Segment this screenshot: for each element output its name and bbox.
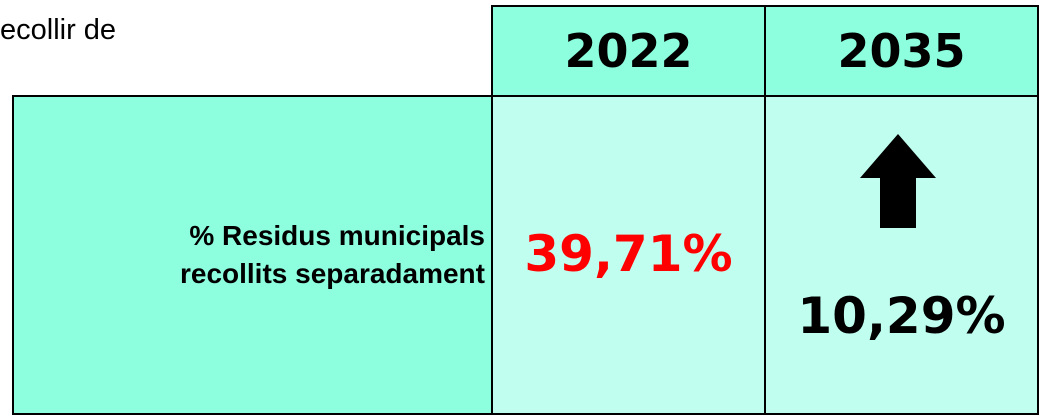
value-cell: 10,29% bbox=[764, 95, 1039, 415]
value-2022: 39,71% bbox=[524, 225, 733, 283]
row-label: % Residus municipals recollits separadam… bbox=[12, 95, 493, 415]
row-label-line: recollits separadament bbox=[179, 258, 485, 289]
value-cell: 39,71% bbox=[491, 95, 766, 415]
up-arrow bbox=[860, 134, 936, 228]
row-label-line: % Residus municipals bbox=[189, 220, 485, 251]
intro-text: ecollir de bbox=[0, 14, 117, 46]
column-header: 2022 bbox=[491, 5, 766, 97]
column-header: 2035 bbox=[764, 5, 1039, 97]
value-2035: 10,29% bbox=[797, 287, 1006, 345]
